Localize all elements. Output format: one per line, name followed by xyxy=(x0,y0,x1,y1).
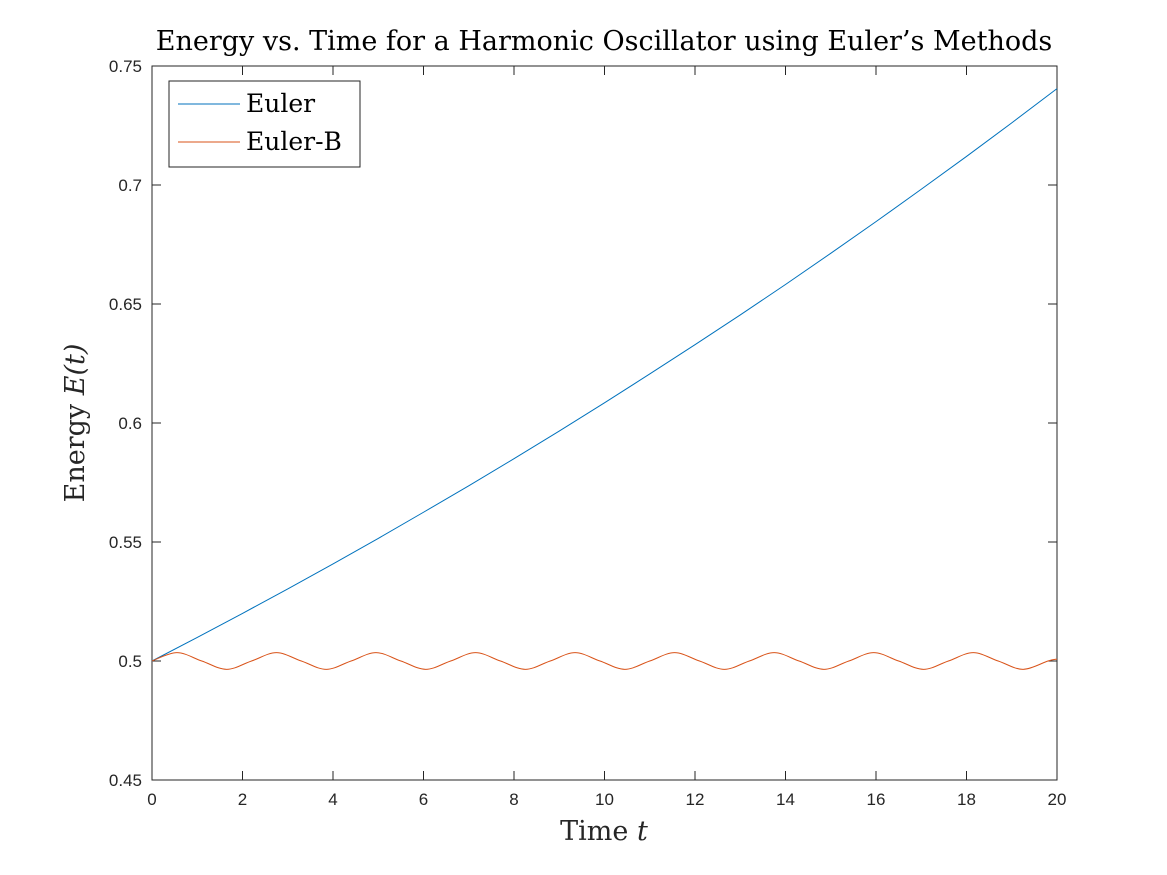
legend-box xyxy=(168,80,361,168)
series-lines xyxy=(151,88,1058,670)
data-point xyxy=(326,669,327,670)
data-point xyxy=(724,669,725,670)
data-point xyxy=(973,652,974,653)
x-tick-label: 14 xyxy=(776,790,795,809)
data-point xyxy=(774,652,775,653)
x-tick-label: 8 xyxy=(509,790,518,809)
data-point xyxy=(649,373,650,374)
data-point xyxy=(550,660,551,661)
data-point xyxy=(525,669,526,670)
data-point xyxy=(475,652,476,653)
y-tick-label: 0.6 xyxy=(118,414,142,433)
data-point xyxy=(242,613,243,614)
data-point xyxy=(749,660,750,661)
y-tick-label: 0.65 xyxy=(109,295,142,314)
x-tick-label: 10 xyxy=(595,790,614,809)
data-point xyxy=(649,660,650,661)
data-point xyxy=(287,588,288,589)
data-point xyxy=(468,485,469,486)
data-point xyxy=(423,512,424,513)
x-axis-label-text: Time xyxy=(560,816,628,847)
data-point xyxy=(1022,669,1023,670)
data-point xyxy=(998,660,999,661)
x-tick-label: 12 xyxy=(686,790,705,809)
data-point xyxy=(1056,659,1057,660)
chart-title: Energy vs. Time for a Harmonic Oscillato… xyxy=(156,26,1052,57)
data-point xyxy=(624,669,625,670)
data-point xyxy=(351,660,352,661)
x-tick-label: 6 xyxy=(419,790,428,809)
x-axis-label-var: t xyxy=(637,816,648,847)
data-point xyxy=(226,669,227,670)
x-tick-label: 0 xyxy=(147,790,156,809)
y-tick-label: 0.55 xyxy=(109,533,142,552)
x-tick-label: 20 xyxy=(1048,790,1067,809)
legend: Euler Euler-B xyxy=(168,80,361,168)
data-point xyxy=(332,563,333,564)
data-point xyxy=(151,660,152,661)
y-axis-label-text: Energy xyxy=(60,403,91,502)
y-tick-label: 0.75 xyxy=(109,57,142,76)
data-point xyxy=(176,652,177,653)
y-tick-label: 0.5 xyxy=(118,652,142,671)
data-point xyxy=(425,669,426,670)
data-point xyxy=(1047,660,1048,661)
y-tick-label: 0.45 xyxy=(109,771,142,790)
data-point xyxy=(948,660,949,661)
data-point xyxy=(830,253,831,254)
data-point xyxy=(400,660,401,661)
data-point xyxy=(798,660,799,661)
plot-area xyxy=(151,65,1058,781)
data-point xyxy=(1056,88,1057,89)
series-euler xyxy=(151,88,1058,662)
data-point xyxy=(921,189,922,190)
y-axis-label: Energy E(t) xyxy=(60,344,91,503)
data-point xyxy=(604,402,605,403)
data-point xyxy=(301,660,302,661)
data-point xyxy=(966,156,967,157)
data-point xyxy=(450,660,451,661)
data-point xyxy=(375,652,376,653)
legend-euler-b-label: Euler-B xyxy=(246,127,342,156)
data-point xyxy=(251,660,252,661)
data-point xyxy=(848,660,849,661)
series-line xyxy=(151,652,1058,670)
data-point xyxy=(1011,122,1012,123)
x-tick-label: 18 xyxy=(957,790,976,809)
y-tick-label: 0.7 xyxy=(118,176,142,195)
x-tick-label: 2 xyxy=(238,790,247,809)
x-tick-label: 4 xyxy=(328,790,337,809)
data-point xyxy=(875,221,876,222)
data-point xyxy=(694,344,695,345)
data-point xyxy=(823,669,824,670)
y-axis-label-var: E(t) xyxy=(60,344,91,397)
data-point xyxy=(674,652,675,653)
data-point xyxy=(740,314,741,315)
x-axis-label: Time t xyxy=(560,816,648,847)
data-point xyxy=(574,652,575,653)
axis-ticks: 0 2 4 6 8 10 12 14 16 18 20 0.45 0.5 0.55 0.6 0.65 0.7 0.… xyxy=(109,57,1067,809)
x-tick-label: 16 xyxy=(867,790,886,809)
data-point xyxy=(559,430,560,431)
data-point xyxy=(785,284,786,285)
data-point xyxy=(898,660,899,661)
data-point xyxy=(276,652,277,653)
data-point xyxy=(699,660,700,661)
series-euler-b xyxy=(151,652,1058,670)
data-point xyxy=(923,669,924,670)
data-point xyxy=(378,538,379,539)
data-point xyxy=(513,458,514,459)
series-line xyxy=(151,88,1058,662)
data-point xyxy=(201,660,202,661)
data-point xyxy=(197,637,198,638)
data-point xyxy=(500,660,501,661)
legend-euler-label: Euler xyxy=(246,89,315,118)
data-point xyxy=(599,660,600,661)
data-point xyxy=(873,652,874,653)
